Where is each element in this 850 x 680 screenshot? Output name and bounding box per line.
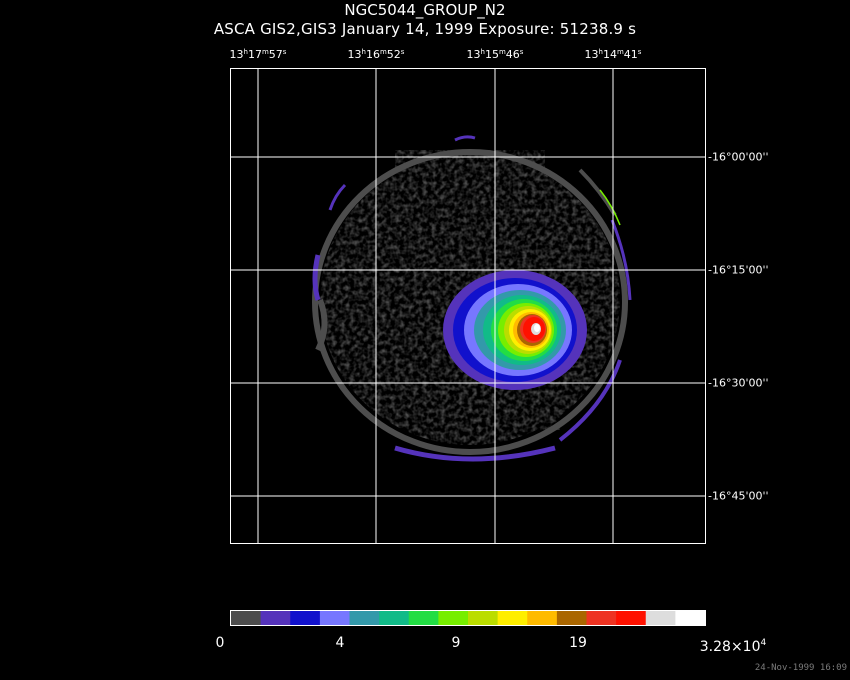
colorbar-label-max: 3.28×104 bbox=[699, 638, 767, 655]
dec-tick-label-2: -16°30'00'' bbox=[708, 376, 769, 390]
colorbar-label-min: 0 bbox=[215, 635, 225, 651]
colorbar-swatch bbox=[260, 611, 291, 625]
colorbar-swatch bbox=[379, 611, 410, 625]
source-contours bbox=[443, 270, 587, 390]
colorbar-swatch bbox=[349, 611, 380, 625]
colorbar-swatch bbox=[645, 611, 676, 625]
image-subtitle: ASCA GIS2,GIS3 January 14, 1999 Exposure… bbox=[213, 20, 637, 38]
colorbar-swatch bbox=[586, 611, 617, 625]
colorbar-swatch bbox=[408, 611, 439, 625]
ra-tick-label-0: 13h17m57s bbox=[229, 48, 287, 61]
colorbar bbox=[231, 611, 706, 625]
ra-tick-label-3: 13h14m41s bbox=[584, 48, 642, 61]
dec-tick-label-0: -16°00'00'' bbox=[708, 150, 769, 164]
image-frame bbox=[230, 68, 706, 544]
colorbar-swatch bbox=[438, 611, 469, 625]
colorbar-swatch bbox=[468, 611, 499, 625]
dec-tick-label-3: -16°45'00'' bbox=[708, 489, 769, 503]
colorbar-swatch bbox=[527, 611, 558, 625]
ra-tick-label-2: 13h15m46s bbox=[466, 48, 524, 61]
ra-tick-label-1: 13h16m52s bbox=[347, 48, 405, 61]
colorbar-swatch bbox=[319, 611, 351, 625]
colorbar-frame bbox=[230, 610, 706, 626]
colorbar-swatch bbox=[497, 611, 528, 625]
coordinate-grid bbox=[230, 68, 705, 543]
colorbar-label-3: 19 bbox=[569, 635, 587, 651]
colorbar-label-2: 9 bbox=[451, 635, 461, 651]
detector-ring bbox=[312, 135, 632, 462]
dec-tick-label-1: -16°15'00'' bbox=[708, 263, 769, 277]
colorbar-swatch bbox=[231, 611, 262, 625]
colorbar-swatch bbox=[290, 611, 321, 625]
colorbar-swatch bbox=[556, 611, 588, 625]
image-title: NGC5044_GROUP_N2 bbox=[344, 1, 506, 19]
colorbar-swatch bbox=[675, 611, 706, 625]
colorbar-label-1: 4 bbox=[335, 635, 345, 651]
timestamp: 24-Nov-1999 16:09 bbox=[754, 663, 847, 673]
emission-map bbox=[312, 135, 632, 462]
colorbar-swatch bbox=[616, 611, 647, 625]
